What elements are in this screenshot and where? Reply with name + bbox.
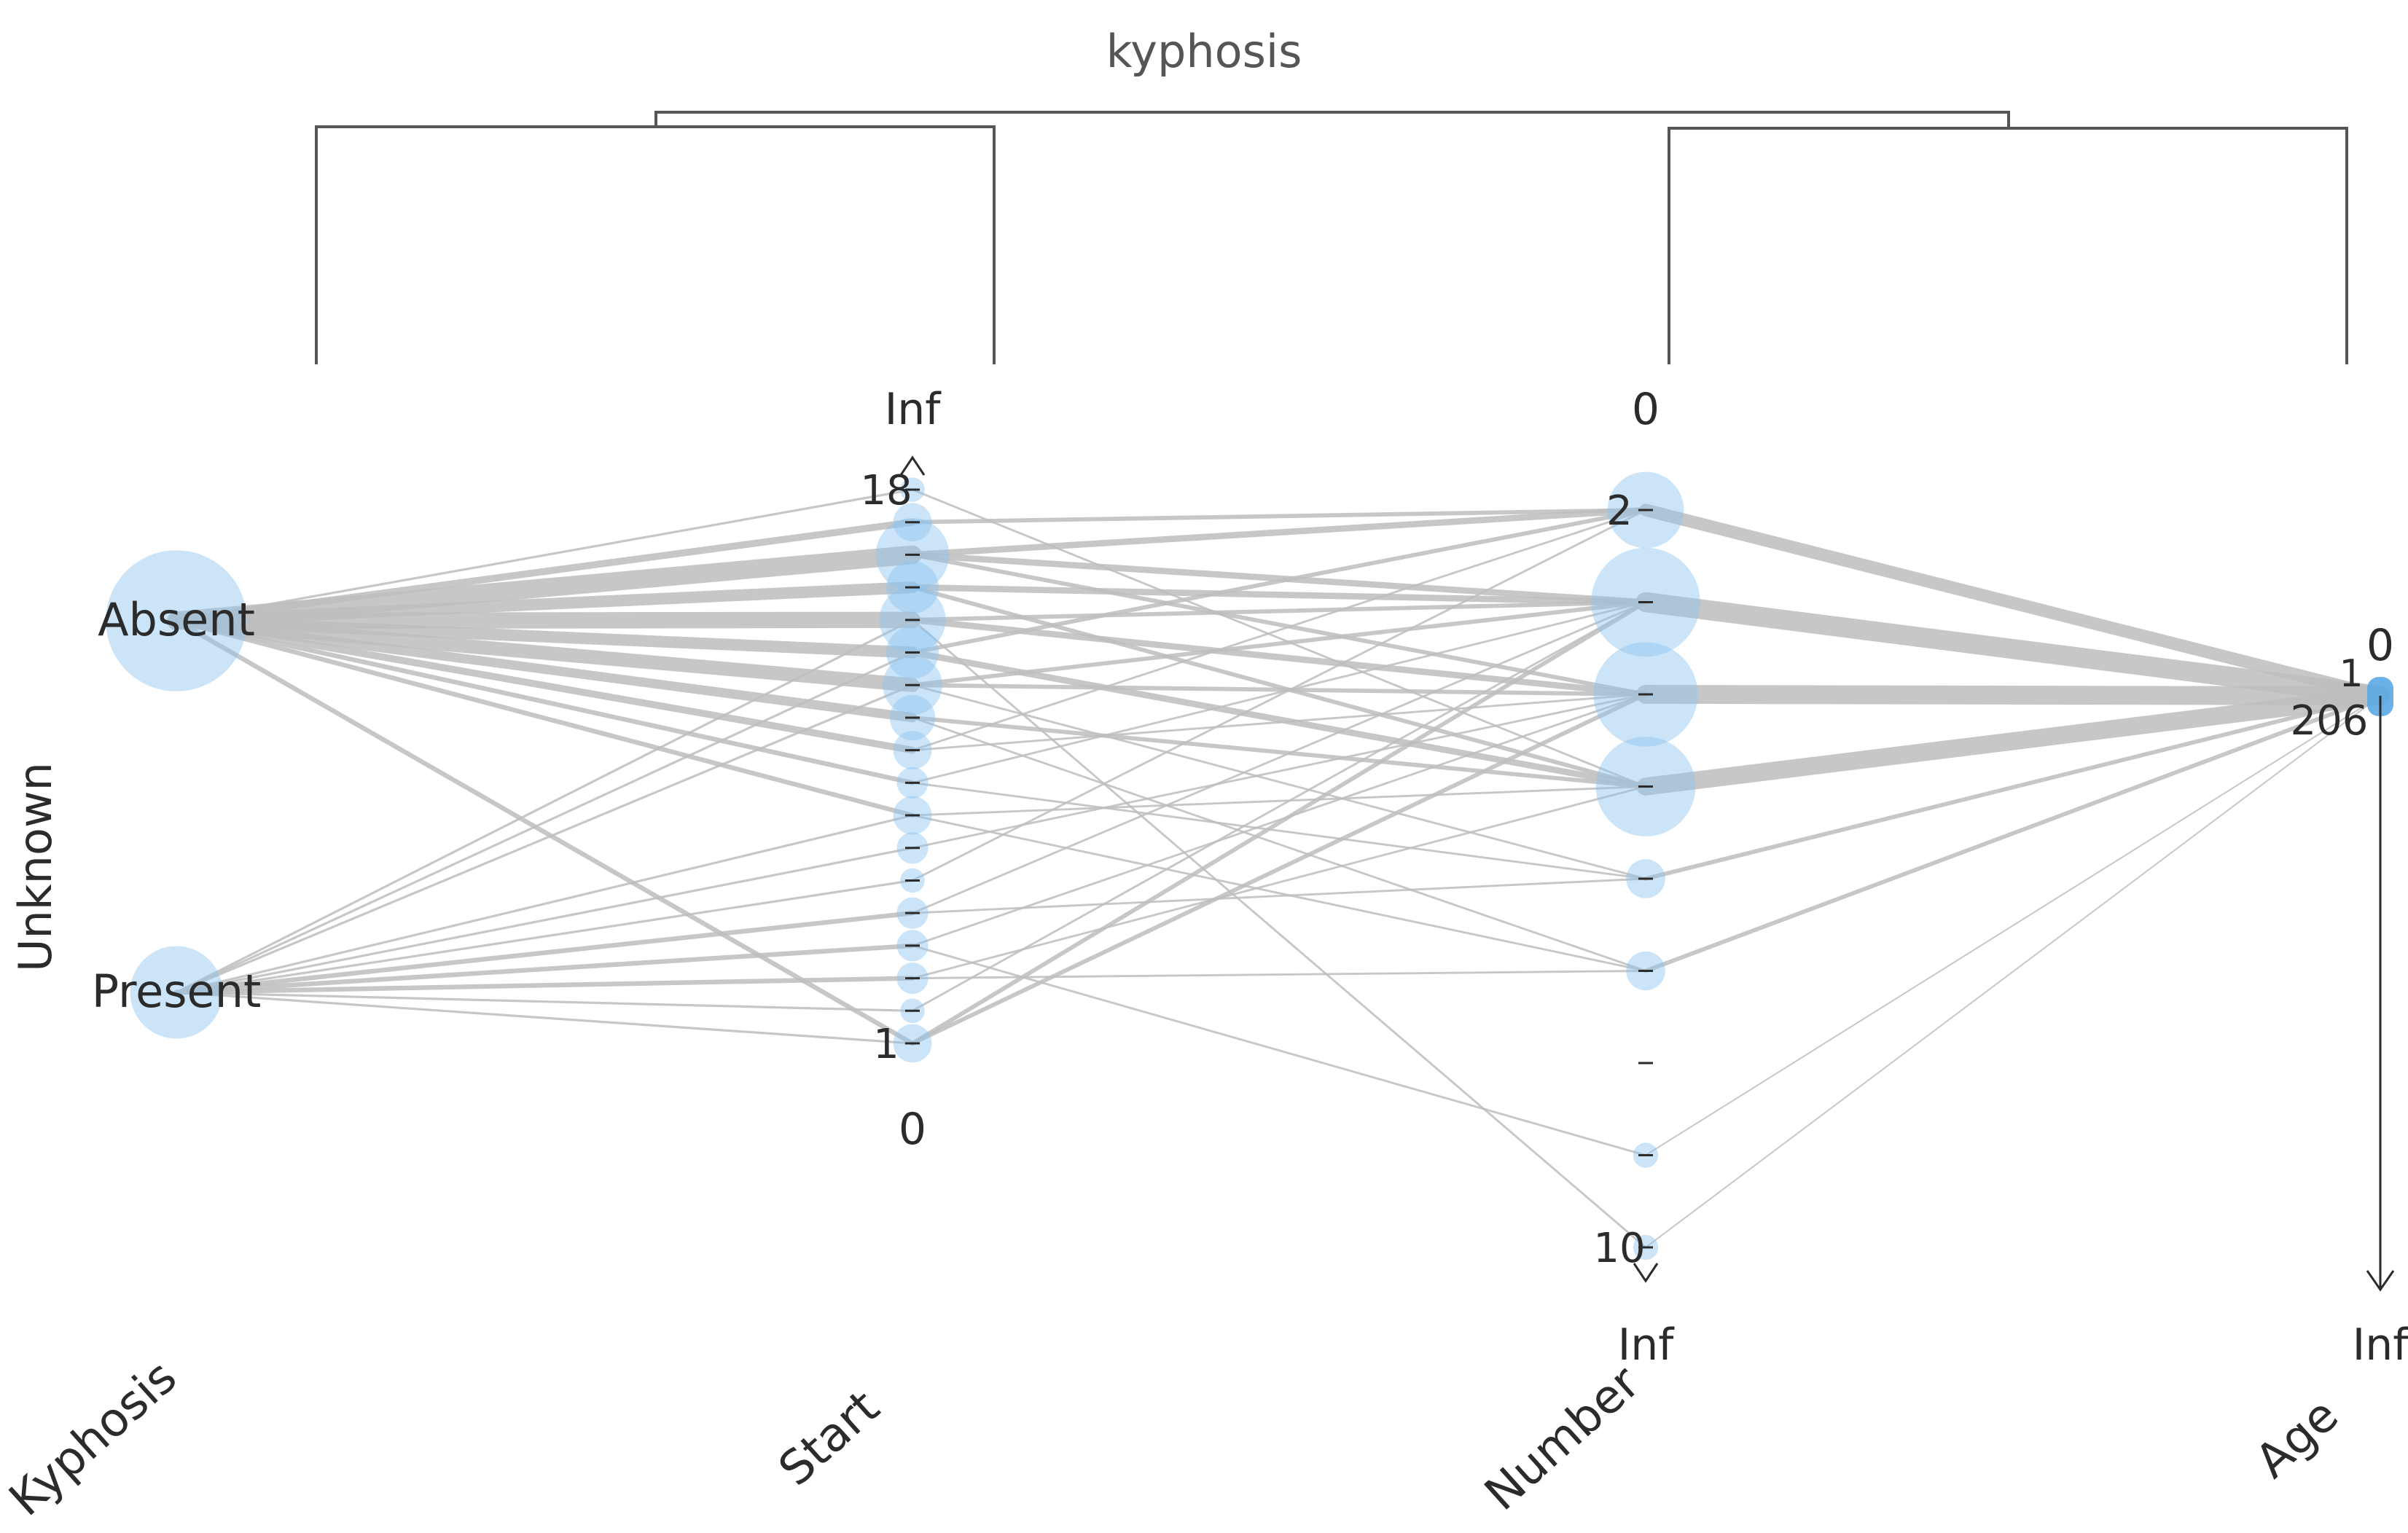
link-start-number bbox=[911, 785, 1647, 817]
link-start-number bbox=[911, 716, 1647, 972]
node-kyphosis bbox=[130, 946, 223, 1039]
tick-label: 2 bbox=[1606, 487, 1633, 535]
axis-name: Age bbox=[2245, 1388, 2349, 1489]
node-kyphosis bbox=[106, 550, 247, 691]
link-start-number bbox=[910, 683, 1648, 697]
link-start-number bbox=[911, 619, 1647, 1249]
link-number-age bbox=[1643, 694, 2382, 881]
link-start-number bbox=[911, 693, 1647, 752]
link-kyphosis-start bbox=[173, 910, 915, 995]
link-start-number bbox=[910, 508, 1648, 655]
chart-title: kyphosis bbox=[1106, 25, 1302, 78]
link-start-number bbox=[911, 601, 1647, 914]
link-start-number bbox=[910, 692, 1648, 1046]
dendrogram-root-branch bbox=[654, 111, 2010, 128]
tick-label: 1 bbox=[873, 1021, 899, 1068]
link-kyphosis-start bbox=[169, 613, 920, 692]
category-label: Absent bbox=[98, 593, 255, 646]
link-kyphosis-start bbox=[175, 847, 914, 994]
link-kyphosis-start bbox=[175, 619, 914, 994]
link-kyphosis-start bbox=[175, 991, 914, 1012]
axis-bottom-label: 0 bbox=[899, 1104, 926, 1155]
y-axis-label: Unknown bbox=[9, 762, 62, 972]
axis-top-label: Inf bbox=[885, 384, 942, 435]
link-start-number bbox=[911, 601, 1647, 784]
link-start-number bbox=[911, 601, 1647, 1012]
link-start-number bbox=[910, 600, 1648, 1046]
link-kyphosis-start bbox=[175, 991, 914, 1045]
axis-bottom-label: Inf bbox=[2353, 1320, 2408, 1371]
down-arrow-icon bbox=[2366, 1270, 2395, 1292]
links-layer bbox=[167, 488, 2391, 1249]
link-start-number bbox=[909, 552, 1649, 605]
link-number-age bbox=[1645, 695, 2381, 1248]
category-label: Present bbox=[92, 965, 262, 1018]
link-start-number bbox=[909, 649, 1649, 790]
link-start-number bbox=[911, 693, 1647, 850]
link-kyphosis-start bbox=[175, 683, 914, 994]
axis-bottom-label: Inf bbox=[1618, 1320, 1676, 1371]
axis-top-label: 0 bbox=[1632, 384, 1660, 435]
dendrogram-branch-left bbox=[315, 125, 996, 364]
dendrogram bbox=[315, 111, 2348, 364]
link-start-number bbox=[911, 683, 1647, 880]
link-number-age bbox=[1643, 694, 2382, 973]
link-start-number bbox=[911, 970, 1647, 980]
axis-top-label: 0 bbox=[2366, 620, 2394, 671]
dendrogram-branch-right bbox=[1668, 127, 2348, 364]
link-kyphosis-start bbox=[175, 488, 914, 622]
link-kyphosis-start bbox=[173, 618, 915, 818]
link-kyphosis-start bbox=[175, 814, 914, 994]
link-number-age bbox=[1636, 685, 2390, 705]
link-kyphosis-start bbox=[171, 616, 918, 723]
tick-label: 206 bbox=[2291, 697, 2369, 745]
link-start-number bbox=[910, 508, 1648, 525]
link-start-number bbox=[911, 693, 1647, 947]
link-number-age bbox=[1639, 503, 2387, 702]
link-kyphosis-start bbox=[173, 976, 915, 995]
link-start-number bbox=[909, 506, 1649, 558]
link-kyphosis-start bbox=[175, 879, 914, 994]
up-arrow-icon bbox=[899, 455, 926, 476]
link-start-number bbox=[910, 715, 1648, 789]
tick-label: 1 bbox=[2339, 652, 2363, 696]
link-start-number bbox=[911, 781, 1647, 880]
axis-name: Start bbox=[769, 1381, 890, 1497]
down-arrow-icon bbox=[1633, 1263, 1659, 1283]
link-kyphosis-start bbox=[173, 618, 915, 1046]
link-number-age bbox=[1636, 686, 2390, 796]
link-start-number bbox=[911, 944, 1647, 1156]
link-start-number bbox=[909, 584, 1649, 605]
link-start-number bbox=[909, 616, 1649, 698]
link-kyphosis-start bbox=[173, 943, 915, 995]
link-start-number bbox=[911, 509, 1647, 752]
tick-label: 10 bbox=[1593, 1225, 1645, 1272]
link-number-age bbox=[1645, 695, 2381, 1156]
tick-label: 18 bbox=[860, 467, 912, 514]
link-start-number bbox=[911, 814, 1647, 972]
link-start-number bbox=[911, 509, 1647, 882]
link-start-number bbox=[911, 785, 1647, 980]
link-kyphosis-start bbox=[175, 651, 914, 994]
link-start-number bbox=[910, 600, 1648, 688]
link-start-number bbox=[910, 600, 1648, 622]
link-kyphosis-start bbox=[173, 618, 915, 785]
link-kyphosis-start bbox=[173, 617, 916, 754]
axis-name: Kyphosis bbox=[0, 1350, 187, 1526]
link-number-age bbox=[1635, 592, 2391, 706]
axis-name: Number bbox=[1475, 1355, 1651, 1521]
link-start-number bbox=[911, 877, 1647, 914]
